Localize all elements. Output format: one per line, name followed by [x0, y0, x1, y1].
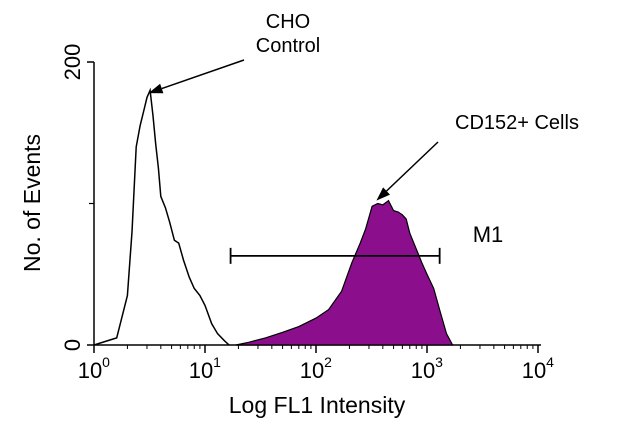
arrow-layer	[148, 59, 439, 201]
annotation-cd152-text: CD152+ Cells	[455, 112, 579, 134]
x-tick-label: 10	[78, 358, 102, 383]
x-tick-label: 10	[300, 358, 324, 383]
x-tick-label: 10	[189, 358, 213, 383]
x-tick-exponent: 1	[213, 354, 221, 370]
y-axis-title: No. of Events	[19, 134, 45, 272]
x-axis-title: Log FL1 Intensity	[229, 392, 406, 418]
x-tick-exponent: 2	[324, 354, 332, 370]
series-cho-control-outline	[93, 87, 230, 346]
series-layer	[93, 87, 454, 346]
arrow-cho-control	[148, 59, 245, 94]
x-tick-label: 10	[522, 358, 546, 383]
series-cd152-fill	[235, 199, 454, 346]
marker-layer: M1	[229, 222, 504, 264]
y-tick-label: 0	[60, 339, 85, 351]
annotation-cho-line2: Control	[256, 35, 320, 57]
annotation-cd152-cells: CD152+ Cells	[455, 112, 579, 134]
y-tick-label: 200	[60, 44, 85, 81]
annotation-cho-line1: CHO	[266, 11, 310, 33]
x-tick-exponent: 3	[435, 354, 443, 370]
x-tick-label: 10	[411, 358, 435, 383]
x-tick-exponent: 0	[102, 354, 110, 370]
arrow-cd152-cells	[376, 141, 439, 201]
marker-m1-label: M1	[473, 222, 504, 247]
x-tick-exponent: 4	[546, 354, 554, 370]
annotation-cho-control: CHO Control	[256, 11, 320, 57]
